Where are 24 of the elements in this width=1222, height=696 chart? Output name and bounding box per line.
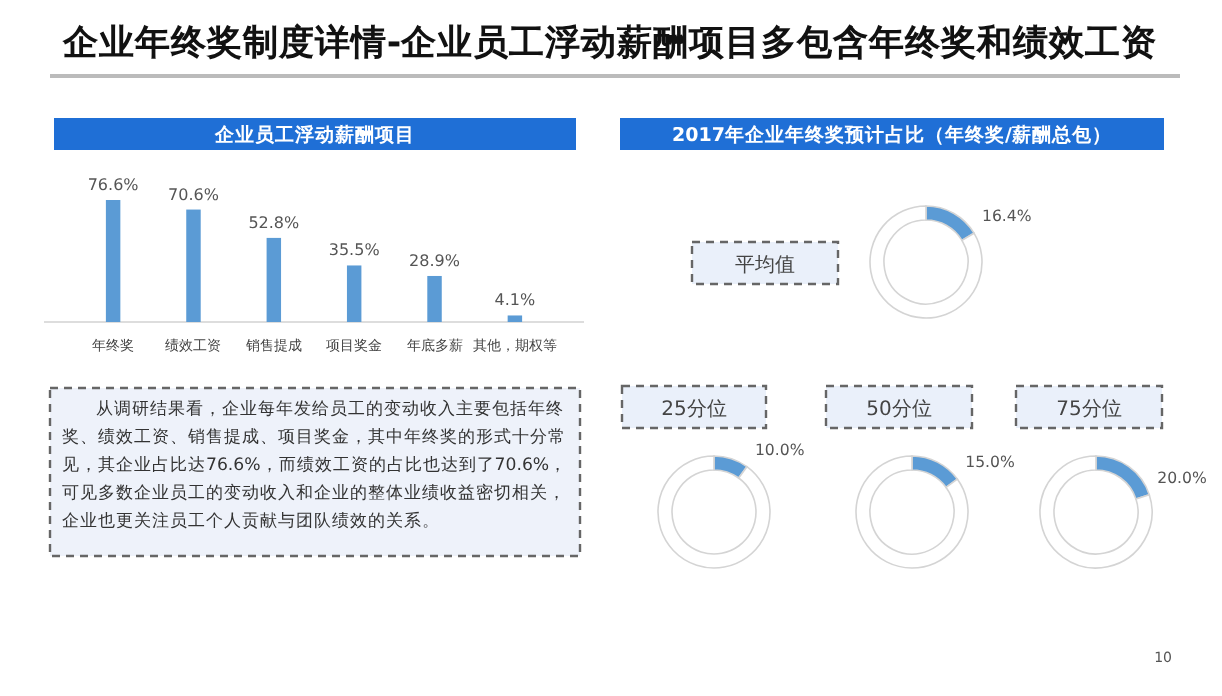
bar — [346, 265, 362, 322]
chart-title: 2017年企业年终奖预计占比（年终奖/薪酬总包） — [672, 123, 1112, 147]
donut-slice — [855, 455, 969, 569]
chart-title: 50分位 — [866, 397, 932, 421]
donut-slice — [1039, 455, 1153, 569]
data-label: 52.8% — [248, 213, 301, 232]
chart-title: 企业员工浮动薪酬项目 — [213, 123, 415, 147]
donut-slice — [869, 205, 983, 319]
data-label: 28.9% — [409, 251, 461, 270]
bar — [105, 200, 121, 322]
bar — [427, 275, 442, 322]
data-label: 76.6% — [87, 176, 140, 194]
text: 平均值 — [735, 253, 795, 277]
bar — [507, 315, 523, 322]
text: 企业年终奖制度详情-企业员工浮动薪酬项目多包含年终奖和绩效工资 — [60, 22, 1158, 64]
bar — [266, 237, 282, 322]
donut-slice — [657, 455, 771, 569]
data-label: 35.5% — [328, 241, 381, 260]
chart-title: 75分位 — [1056, 397, 1122, 421]
data-label: 4.1% — [494, 291, 536, 310]
data-label: 70.6% — [168, 185, 220, 204]
bar — [186, 209, 201, 322]
chart-title: 25分位 — [661, 397, 727, 421]
text: 从调研结果看，企业每年发给员工的变动收入主要包括年终奖、绩效工资、销售提成、项目奖金，其中年终奖的形式十分常见，其企业占比达76.6%，而绩效工资的占比也达到了70.6%，可见多数企业员工的变动收入和企业的整体业绩收益密切相关，企业也更关注员工个人贡献与团队绩效的关系。 — [62, 398, 568, 532]
